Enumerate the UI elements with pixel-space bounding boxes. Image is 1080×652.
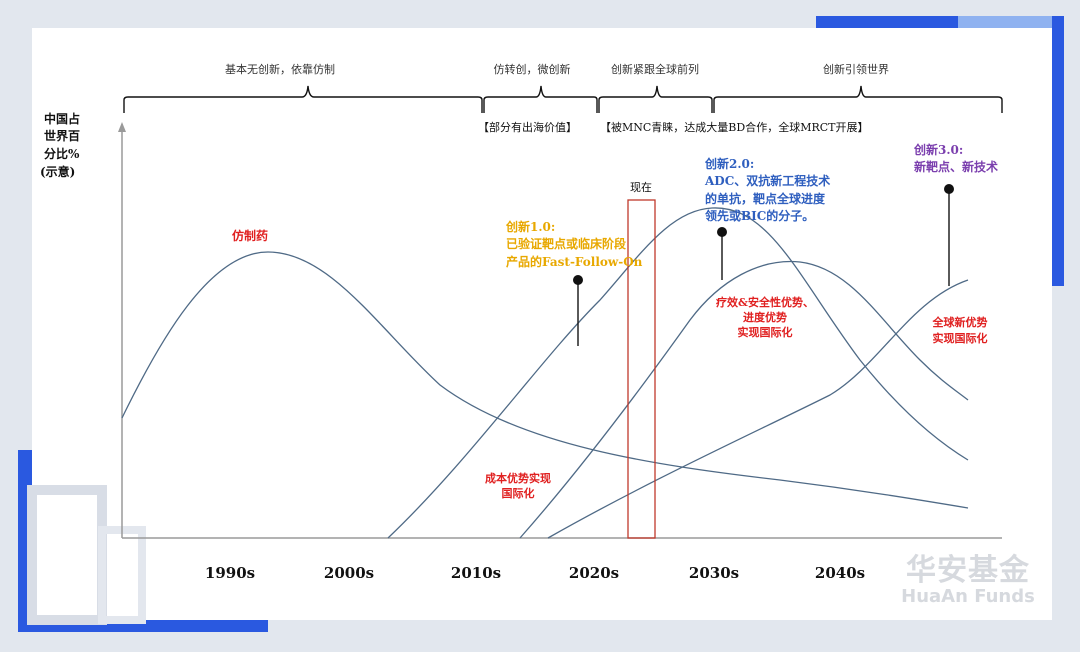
innov2-adv-line-1: 疗效&安全性优势、 <box>716 295 814 309</box>
phase-label-1: 基本无创新，依靠仿制 <box>225 62 335 76</box>
innov2-line-1: 创新2.0: <box>704 156 754 171</box>
innov1-line-2: 已验证靶点或临床阶段 <box>506 236 627 251</box>
cost-adv-line-2: 国际化 <box>502 486 535 500</box>
y-label-line-2: 世界百 <box>44 128 80 143</box>
white-panel <box>32 28 1052 620</box>
top-right-accent-bar-light <box>958 16 1064 28</box>
marker-pins <box>573 184 954 346</box>
innov2-adv-line-2: 进度优势 <box>743 310 787 324</box>
x-tick-1990s: 1990s <box>205 564 255 582</box>
brace-phase-2 <box>483 85 598 113</box>
generic-drug-label: 仿制药 <box>232 228 268 243</box>
now-highlight-box <box>627 199 656 539</box>
pin-innovation-3-head <box>944 184 954 194</box>
innov2-line-2: ADC、双抗新工程技术 <box>704 173 830 188</box>
phase-note-2: 【被MNC青睐，达成大量BD合作，全球MRCT开展】 <box>600 120 869 134</box>
cost-adv-line-1: 成本优势实现 <box>485 471 551 485</box>
phase-note-1: 【部分有出海价值】 <box>478 120 577 134</box>
brace-phase-1 <box>123 85 483 113</box>
x-tick-2010s: 2010s <box>451 564 501 582</box>
innov2-line-4: 领先或BIC的分子。 <box>705 208 814 223</box>
innov2-adv-line-3: 实现国际化 <box>738 325 793 339</box>
brace-phase-3 <box>598 85 713 113</box>
curve-innovation-3 <box>547 279 969 539</box>
pin-innovation-2-head <box>717 227 727 237</box>
curves <box>121 207 969 539</box>
now-label: 现在 <box>630 181 652 194</box>
innov3-line-1: 创新3.0: <box>913 142 963 157</box>
phase-braces <box>123 85 1003 113</box>
logo-en-text: HuaAn Funds <box>901 586 1035 607</box>
right-accent-bar <box>1052 16 1064 286</box>
x-tick-2000s: 2000s <box>324 564 374 582</box>
innov2-line-3: 的单抗，靶点全球进度 <box>705 191 826 206</box>
innov3-adv-line-1: 全球新优势 <box>932 315 988 329</box>
innovation-3-note: 创新3.0: 新靶点、新技术 <box>913 142 998 174</box>
y-label-line-1: 中国占 <box>44 111 80 126</box>
y-label-line-4: (示意) <box>40 164 75 179</box>
innov3-adv-line-2: 实现国际化 <box>933 331 988 345</box>
phase-label-4: 创新引领世界 <box>823 62 889 76</box>
curve-innovation-2 <box>519 260 969 539</box>
curve-generic-drugs <box>121 251 969 509</box>
pin-innovation-1-head <box>573 275 583 285</box>
y-axis-arrow <box>118 122 126 132</box>
y-axis-label: 中国占 世界百 分比% (示意) <box>40 111 80 179</box>
curve-innovation-1 <box>387 207 969 539</box>
innovation-3-advantage-note: 全球新优势 实现国际化 <box>932 315 988 345</box>
brace-phase-4 <box>713 85 1003 113</box>
innov1-line-3: 产品的Fast-Follow-On <box>506 254 643 269</box>
innov1-line-1: 创新1.0: <box>505 219 555 234</box>
x-tick-2040s: 2040s <box>815 564 865 582</box>
phase-label-2: 仿转创，微创新 <box>494 62 571 76</box>
innovation-1-note: 创新1.0: 已验证靶点或临床阶段 产品的Fast-Follow-On <box>505 219 643 269</box>
cost-advantage-note: 成本优势实现 国际化 <box>485 471 551 500</box>
phase-label-3: 创新紧跟全球前列 <box>611 62 699 76</box>
logo-cn-text: 华安基金 <box>906 553 1030 588</box>
x-tick-2020s: 2020s <box>569 564 619 582</box>
innov3-line-2: 新靶点、新技术 <box>914 159 998 174</box>
frame-decoration <box>18 16 1064 632</box>
innovation-2-advantage-note: 疗效&安全性优势、 进度优势 实现国际化 <box>716 295 814 339</box>
innovation-2-note: 创新2.0: ADC、双抗新工程技术 的单抗，靶点全球进度 领先或BIC的分子。 <box>704 156 830 223</box>
y-label-line-3: 分比% <box>44 146 80 161</box>
x-tick-2030s: 2030s <box>689 564 739 582</box>
huaan-logo: 华安基金 HuaAn Funds <box>901 553 1035 607</box>
